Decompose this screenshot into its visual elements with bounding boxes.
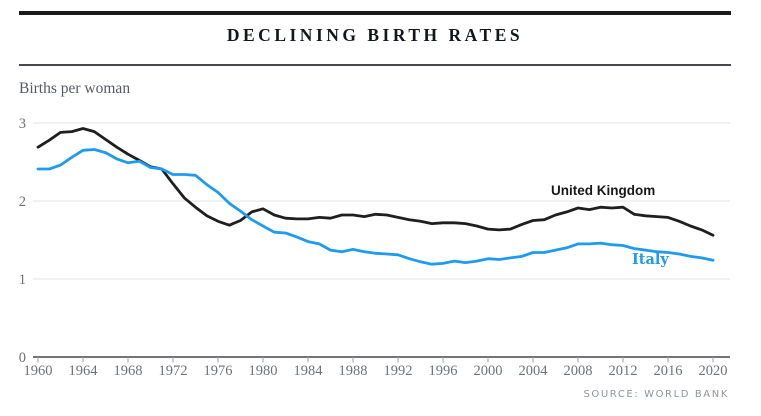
series-label-italy: Italy xyxy=(632,251,669,268)
y-axis-tick-label: 3 xyxy=(19,116,26,132)
x-axis-tick-label: 1984 xyxy=(294,363,324,379)
x-axis-tick-label: 1996 xyxy=(429,363,458,379)
series-label-united-kingdom: United Kingdom xyxy=(551,183,656,198)
line-united-kingdom xyxy=(36,127,715,237)
x-axis-tick-label: 2016 xyxy=(654,363,683,379)
x-axis-tick-label: 1968 xyxy=(114,363,143,379)
x-axis-tick-label: 2000 xyxy=(474,363,503,379)
title-divider xyxy=(19,64,731,66)
x-axis-tick-label: 2008 xyxy=(564,363,593,379)
y-axis-tick-label: 0 xyxy=(19,350,26,366)
y-axis-unit-label: Births per woman xyxy=(19,80,131,97)
chart-title: DECLINING BIRTH RATES xyxy=(226,25,524,45)
x-axis-tick-label: 1976 xyxy=(204,363,233,379)
x-axis-tick-label: 1972 xyxy=(159,363,188,379)
x-axis-tick-label: 1992 xyxy=(384,363,413,379)
y-axis-tick-label: 2 xyxy=(19,194,26,210)
x-axis-tick-label: 2004 xyxy=(519,363,549,379)
source-note: SOURCE: WORLD BANK xyxy=(583,389,729,400)
top-rule xyxy=(19,11,731,15)
x-axis-tick-label: 1988 xyxy=(339,363,368,379)
x-axis-tick-label: 1960 xyxy=(24,363,53,379)
x-axis-tick-label: 1964 xyxy=(69,363,99,379)
x-axis-tick-label: 2012 xyxy=(609,363,638,379)
x-axis-tick-label: 2020 xyxy=(699,363,728,379)
x-axis-tick-label: 1980 xyxy=(249,363,278,379)
y-axis-tick-label: 1 xyxy=(19,272,26,288)
line-italy xyxy=(36,148,715,266)
